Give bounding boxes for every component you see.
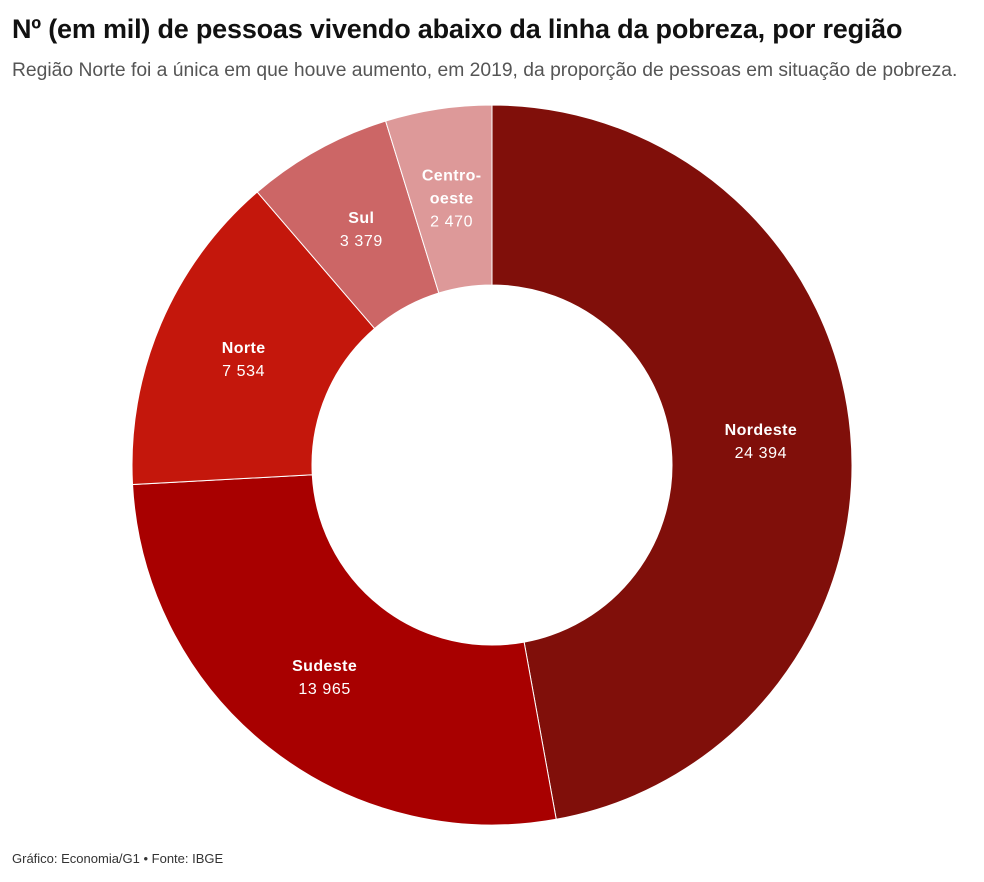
slice-label-nordeste: Nordeste [725,422,798,439]
slice-norte [131,191,376,486]
slice-sudeste [132,474,557,826]
slice-value-centro-oeste: 2 470 [430,214,473,231]
slice-nordeste [491,104,853,820]
chart-title: Nº (em mil) de pessoas vivendo abaixo da… [12,14,903,44]
donut-chart: Nordeste 24 394 Sudeste 13 965 Norte 7 534 Sul… [131,104,853,826]
slice-labels: Nordeste 24 394 Sudeste 13 965 Norte 7 534 Sul… [222,168,797,698]
slice-label-centro-oeste: Centro-oeste [422,168,482,208]
slice-value-sudeste: 13 965 [298,681,351,698]
slices [131,104,853,826]
slice-value-nordeste: 24 394 [735,445,788,462]
slice-centro-oeste [385,104,493,294]
slice-label-norte: Norte [222,340,266,357]
chart-credits: Gráfico: Economia/G1 • Fonte: IBGE [12,851,224,866]
slice-label-sudeste: Sudeste [292,658,357,675]
chart-subtitle: Região Norte foi a única em que houve au… [12,60,958,81]
slice-label-sul: Sul [348,210,374,227]
slice-value-norte: 7 534 [222,363,265,380]
slice-value-sul: 3 379 [340,233,383,250]
